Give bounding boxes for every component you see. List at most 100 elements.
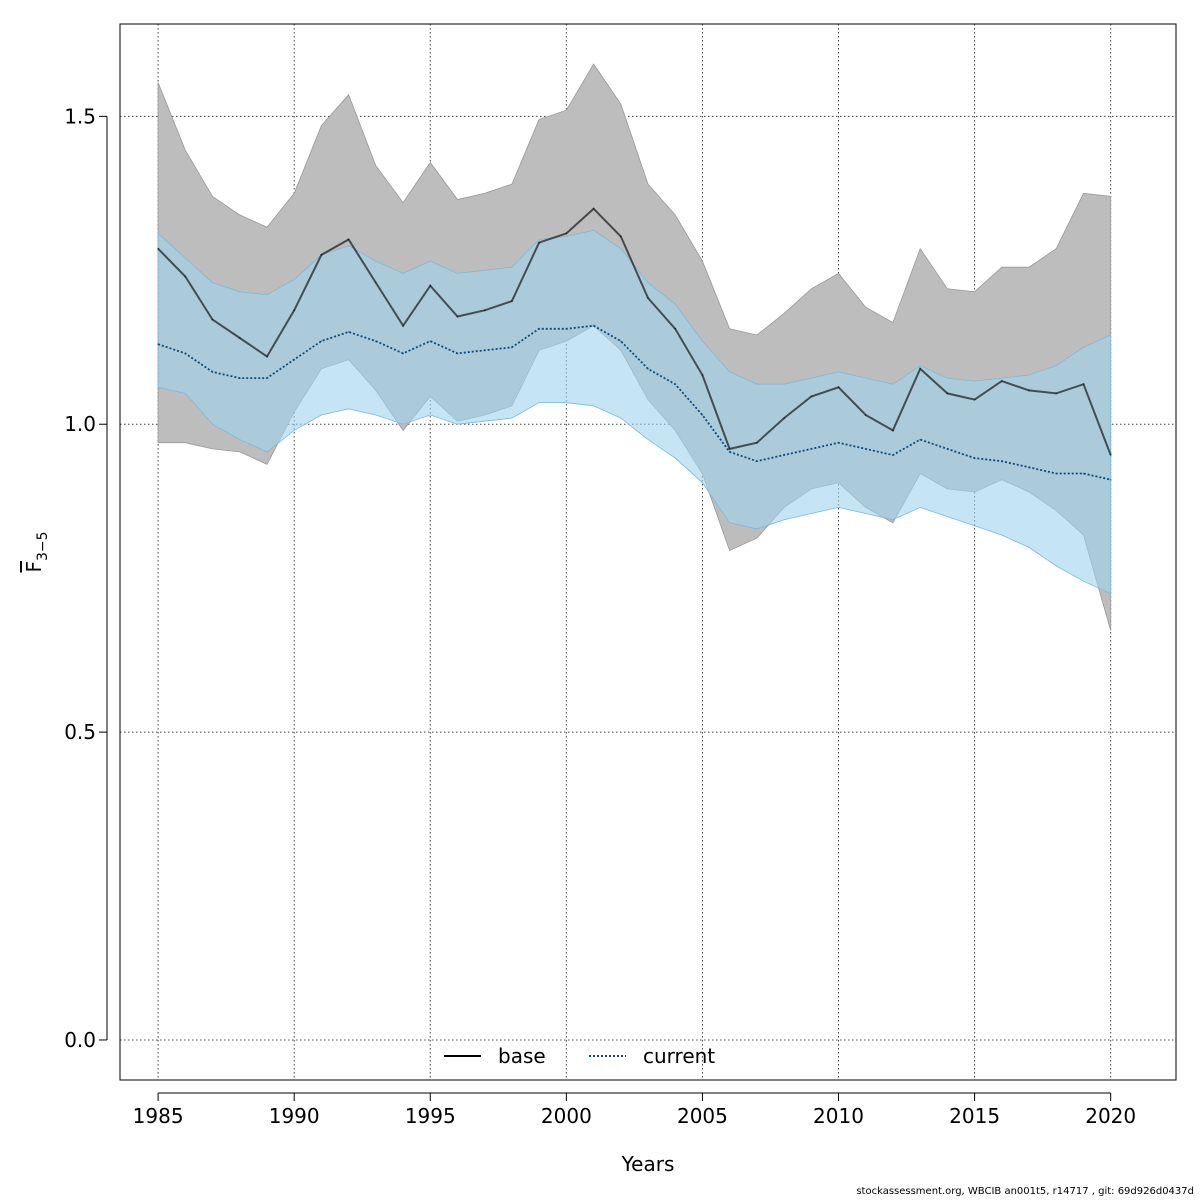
y-axis-title-main: F	[22, 561, 46, 573]
data-point-current	[1109, 478, 1112, 481]
data-point-current	[211, 371, 214, 373]
data-point-current	[456, 352, 459, 355]
svg-text:F3−5: F3−5	[22, 531, 51, 572]
data-point-base	[647, 297, 649, 299]
data-point-current	[429, 340, 432, 342]
data-point-base	[728, 448, 731, 450]
legend-label-current: current	[643, 1044, 715, 1068]
data-point-current	[647, 367, 649, 370]
data-point-current	[783, 454, 785, 456]
data-point-base	[429, 284, 432, 287]
data-point-base	[293, 309, 296, 312]
data-point-base	[892, 429, 894, 432]
data-point-base	[837, 386, 840, 389]
x-tick-label: 2020	[1085, 1104, 1136, 1128]
data-point-base	[483, 309, 486, 312]
y-axis-title: F3−5	[22, 531, 51, 572]
data-point-current	[402, 352, 404, 355]
data-point-current	[674, 383, 677, 386]
data-point-current	[320, 340, 323, 342]
data-point-base	[592, 207, 595, 210]
data-point-base	[919, 367, 922, 370]
data-point-current	[864, 448, 867, 450]
data-point-current	[1055, 472, 1058, 475]
data-point-base	[973, 398, 976, 401]
data-point-current	[592, 324, 595, 327]
data-point-base	[810, 395, 813, 398]
x-tick-label: 1985	[133, 1104, 184, 1128]
data-point-base	[402, 324, 404, 327]
x-tick-label: 2000	[541, 1104, 592, 1128]
data-point-current	[701, 414, 704, 416]
data-point-base	[565, 232, 568, 235]
plot-frame	[119, 23, 1177, 1081]
series-points-base	[157, 207, 1112, 456]
data-point-base	[157, 247, 160, 250]
data-point-current	[619, 340, 622, 342]
y-axis: 0.0 0.5 1.0 1.5	[64, 104, 108, 1052]
y-axis-title-subscript: 3−5	[35, 531, 51, 561]
data-point-current	[184, 352, 187, 355]
x-tick-label: 1990	[269, 1104, 320, 1128]
y-tick-label: 1.5	[64, 104, 96, 128]
data-point-base	[456, 315, 459, 318]
data-point-base	[374, 281, 377, 284]
data-point-current	[374, 340, 377, 342]
data-point-current	[728, 451, 731, 453]
data-point-base	[864, 414, 867, 416]
data-point-current	[973, 457, 976, 459]
legend: base current	[444, 1044, 715, 1068]
confidence-band-current	[157, 229, 1112, 595]
data-point-base	[1028, 389, 1030, 392]
data-point-current	[565, 327, 568, 330]
data-point-base	[756, 441, 758, 444]
legend-label-base: base	[498, 1044, 546, 1068]
data-point-base	[211, 318, 214, 321]
data-point-current	[293, 358, 296, 361]
data-point-current	[511, 346, 513, 349]
series-lines	[157, 207, 1112, 481]
data-point-base	[946, 392, 949, 395]
x-tick-label: 2010	[813, 1104, 864, 1128]
data-point-base	[511, 300, 513, 302]
data-point-base	[266, 355, 268, 358]
x-axis-title: Years	[621, 1152, 675, 1176]
data-point-base	[619, 235, 622, 238]
data-point-base	[1000, 380, 1003, 382]
data-point-current	[1082, 472, 1085, 475]
data-point-current	[946, 448, 949, 450]
data-point-current	[157, 343, 160, 346]
x-axis: 1985 1990 1995 2000 2005 2010 2015 2020	[133, 1092, 1136, 1128]
y-tick-label: 0.0	[64, 1028, 96, 1052]
data-point-current	[756, 460, 758, 463]
data-point-current	[347, 331, 350, 333]
data-point-base	[538, 241, 540, 244]
data-point-base	[184, 275, 187, 278]
data-point-current	[892, 454, 894, 456]
x-tick-label: 1995	[405, 1104, 456, 1128]
data-point-current	[1028, 466, 1030, 469]
grid-lines	[120, 24, 1176, 1080]
data-point-current	[1000, 460, 1003, 463]
x-tick-label: 2005	[677, 1104, 728, 1128]
data-point-current	[538, 327, 540, 330]
data-point-current	[810, 448, 813, 450]
data-point-current	[266, 377, 268, 379]
series-line-current	[157, 324, 1111, 481]
data-point-base	[1109, 454, 1112, 456]
data-point-base	[674, 327, 677, 330]
data-point-current	[837, 441, 840, 444]
data-point-current	[483, 349, 486, 352]
x-tick-label: 2015	[949, 1104, 1000, 1128]
y-tick-label: 0.5	[64, 720, 96, 744]
data-point-base	[701, 374, 704, 376]
series-line-base	[157, 207, 1112, 456]
data-point-current	[919, 438, 922, 441]
data-point-base	[347, 238, 350, 241]
data-point-base	[320, 254, 323, 256]
data-point-base	[1082, 383, 1085, 386]
series-points-current	[157, 324, 1112, 481]
footer-credit: stockassessment.org, WBCIB an001t5, r147…	[856, 1186, 1194, 1197]
y-tick-label: 1.0	[64, 412, 96, 436]
